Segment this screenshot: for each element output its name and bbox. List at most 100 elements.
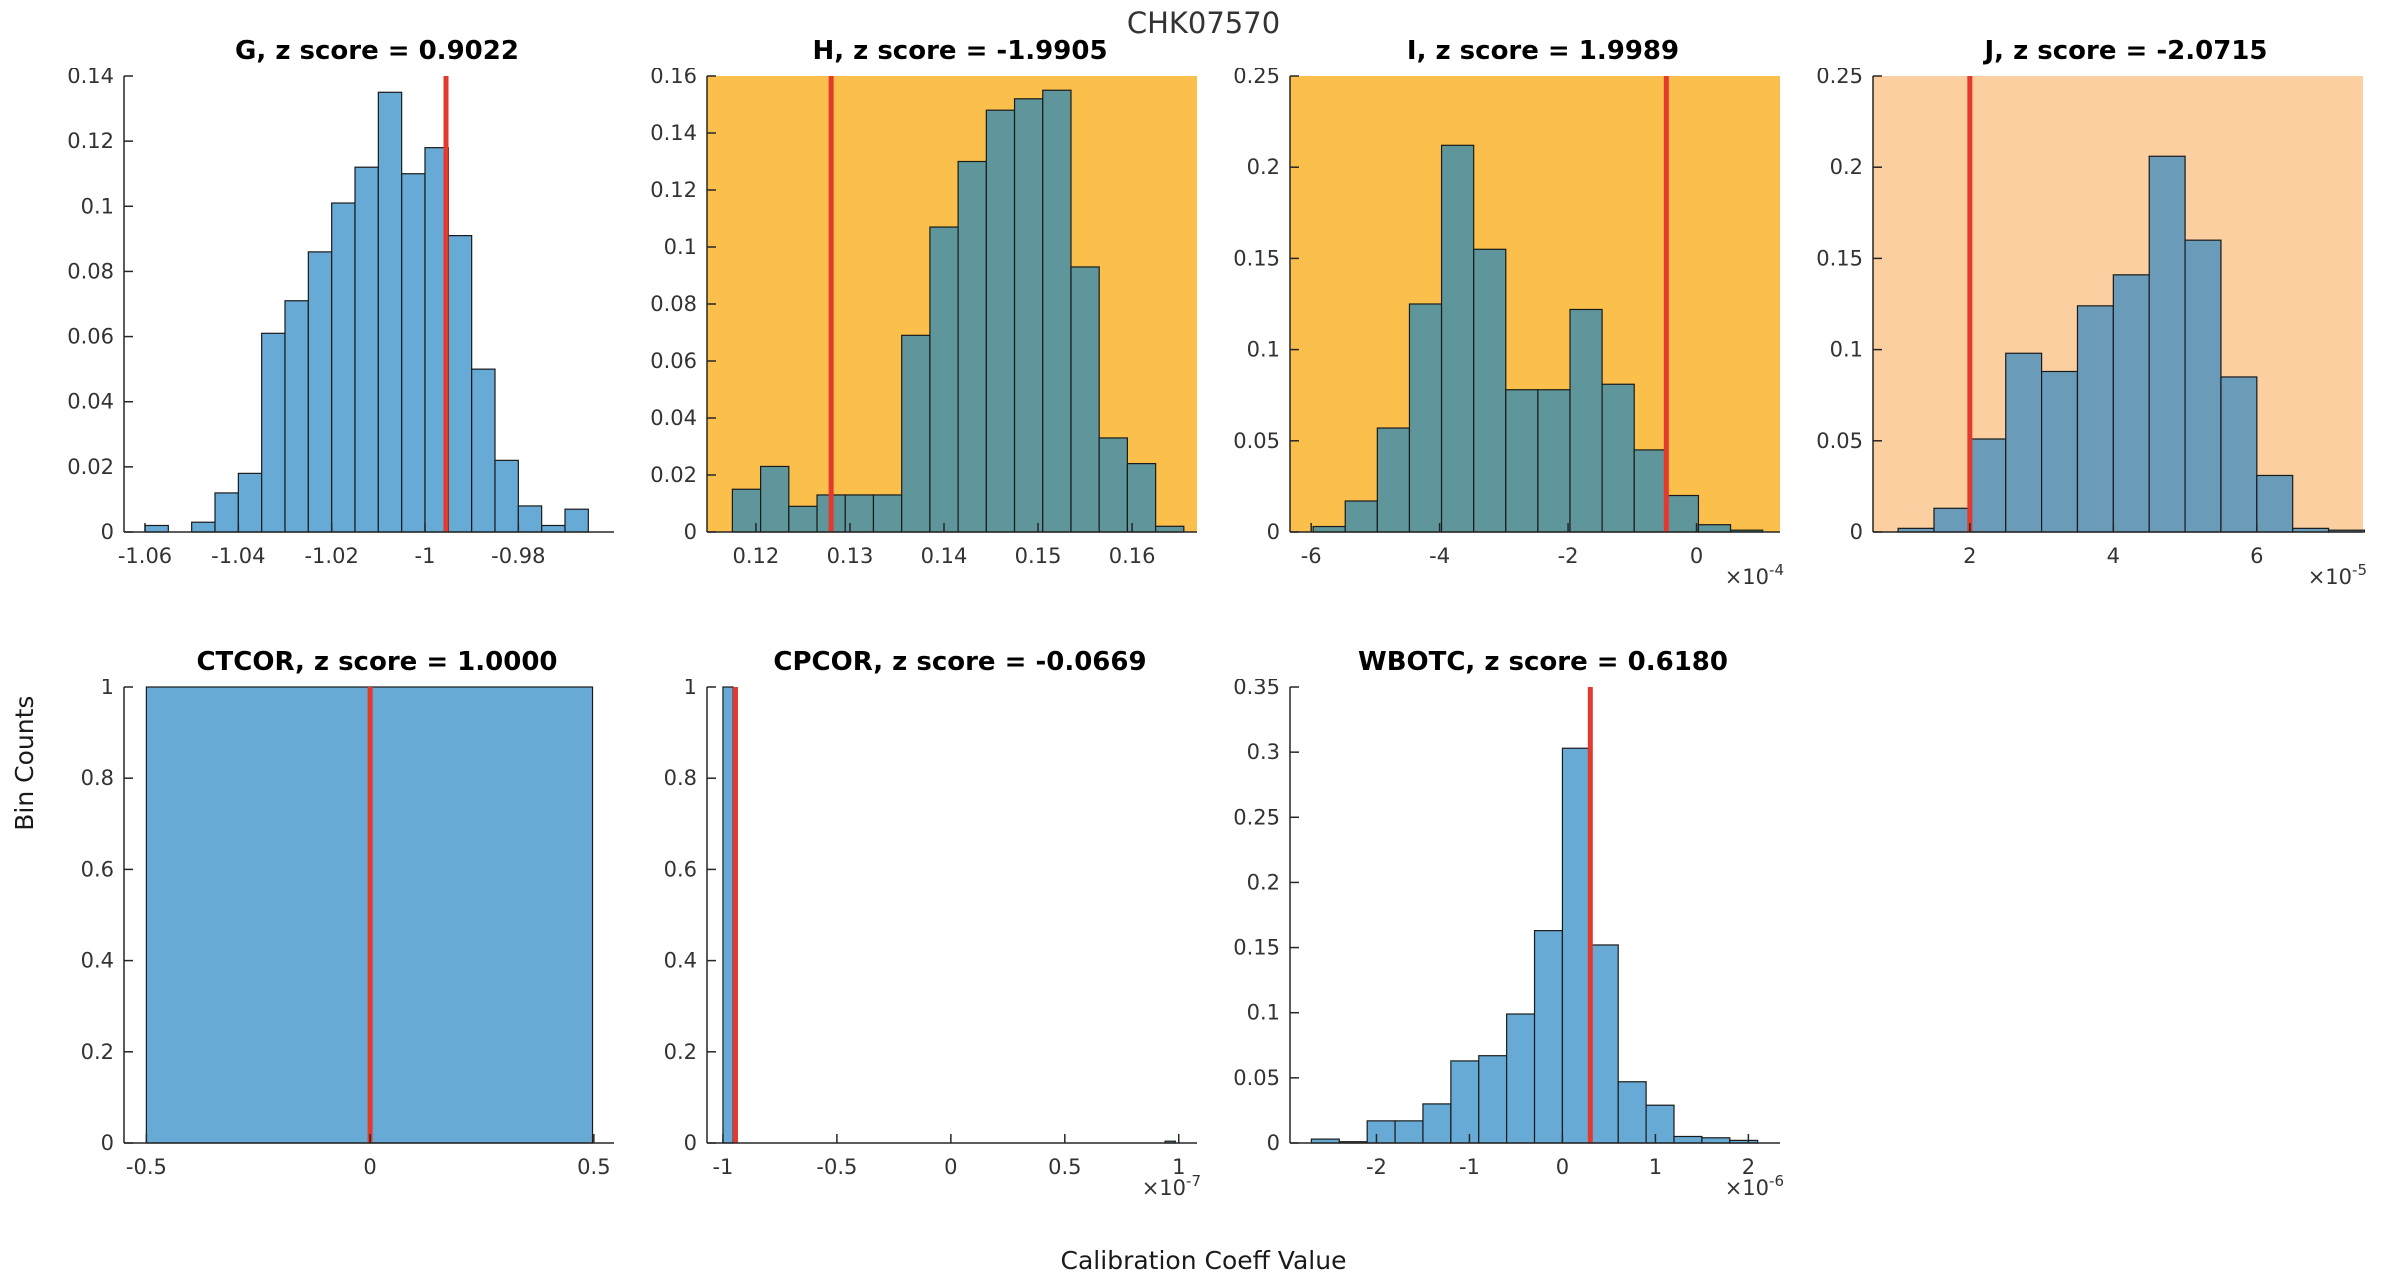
subplot-title-g: G, z score = 0.9022 xyxy=(235,36,519,66)
bar xyxy=(872,494,903,533)
bar xyxy=(1422,1103,1452,1144)
y-tick-label: 0.1 xyxy=(664,235,697,259)
bar xyxy=(541,524,566,533)
x-tick-label: 2 xyxy=(1963,544,1976,568)
x-tick-label: -1.06 xyxy=(118,544,172,568)
histogram-ctcor: 0 0.2 0.4 0.6 0.8 1 -0.5 0 0.5 xyxy=(81,675,614,1179)
y-tick-label: 0.1 xyxy=(81,194,114,218)
y-tick-label: 0.25 xyxy=(1816,68,1863,88)
y-ticks: 0 0.2 0.4 0.6 0.8 1 xyxy=(664,675,716,1155)
bar xyxy=(1126,463,1157,533)
y-tick-label: 0 xyxy=(1850,520,1863,544)
bar xyxy=(214,492,239,533)
y-tick-label: 0 xyxy=(1267,520,1280,544)
bar xyxy=(1645,1104,1675,1144)
y-tick-label: 0.6 xyxy=(664,857,697,881)
bar xyxy=(1506,1013,1536,1144)
bar xyxy=(1633,449,1667,533)
x-tick-label: 0.16 xyxy=(1109,544,1156,568)
x-tick-label: 0.12 xyxy=(733,544,780,568)
y-tick-label: 0.8 xyxy=(664,766,697,790)
y-tick-label: 0.2 xyxy=(81,1040,114,1064)
bar xyxy=(1701,1137,1731,1144)
bar xyxy=(985,109,1016,533)
bar xyxy=(1366,1120,1396,1144)
histogram-cpcor: 00.20.40.60.81-1 -0.5 0 0.5 1×10-7 xyxy=(664,675,1201,1200)
x-tick-label: 0.13 xyxy=(827,544,874,568)
x-tick-label: -1 xyxy=(1459,1155,1480,1179)
bar xyxy=(471,368,496,533)
bar xyxy=(1589,944,1619,1144)
y-ticks: 0 0.05 0.1 0.15 0.2 0.25 0.3 0.35 xyxy=(1233,675,1299,1155)
bar xyxy=(1376,427,1411,533)
y-tick-label: 0.14 xyxy=(650,121,697,145)
x-tick-label: 0 xyxy=(944,1155,957,1179)
bar xyxy=(1933,507,1971,533)
x-tick-label: -4 xyxy=(1429,544,1450,568)
y-ticks: 0 0.05 0.1 0.15 0.2 0.25 xyxy=(1816,64,1882,544)
x-tick-label: 6 xyxy=(2250,544,2263,568)
bar xyxy=(957,160,987,533)
bar xyxy=(354,166,379,533)
y-tick-label: 1 xyxy=(684,679,697,699)
x-tick-label: 4 xyxy=(2107,544,2120,568)
bar xyxy=(788,505,818,533)
x-axis-exponent: ×10-4 xyxy=(1725,561,1784,588)
bar xyxy=(1601,383,1635,533)
bar xyxy=(1478,1055,1508,1144)
x-tick-label: 0 xyxy=(1690,544,1703,568)
subplot-grid: G, z score = 0.9022 0 0.02 0.04 0.06 0.08 0.1 0… xyxy=(56,34,2388,1230)
y-tick-label: 0.08 xyxy=(650,292,697,316)
bar xyxy=(929,226,959,533)
histogram-g: 00.020.040.060.080.10.120.14-1.06 -1.04 -1… xyxy=(67,64,614,568)
bar xyxy=(261,332,286,533)
histogram-bars xyxy=(1312,144,1764,533)
x-tick-label: -6 xyxy=(1301,544,1322,568)
bar xyxy=(1394,1120,1424,1144)
x-ticks: -1 -0.5 0 0.5 1 xyxy=(712,1134,1185,1179)
y-tick-label: 0.08 xyxy=(67,259,114,283)
bar xyxy=(447,235,473,533)
bar xyxy=(722,686,734,1144)
x-tick-label: 0.15 xyxy=(1015,544,1062,568)
bar xyxy=(1665,494,1700,533)
y-tick-label: 0 xyxy=(101,520,114,544)
x-ticks: -2 -1 0 1 2 xyxy=(1366,1134,1755,1179)
x-tick-label: 0 xyxy=(1556,1155,1569,1179)
y-tick-label: 0.2 xyxy=(1247,870,1280,894)
y-tick-label: 0 xyxy=(1267,1131,1280,1155)
bar xyxy=(2076,305,2114,533)
y-tick-label: 0.14 xyxy=(67,68,114,88)
y-tick-label: 0.35 xyxy=(1233,679,1280,699)
subplot-title-j: J, z score = -2.0715 xyxy=(1984,36,2268,66)
y-tick-label: 0.04 xyxy=(650,406,697,430)
histogram-h: 0 0.02 0.04 0.06 0.08 0.1 0.12 0.14 0.16 0.12 0.13… xyxy=(650,64,1197,568)
bar xyxy=(331,202,356,533)
bar xyxy=(284,300,309,533)
x-tick-label: 0 xyxy=(363,1155,376,1179)
y-tick-label: 0.06 xyxy=(650,349,697,373)
x-ticks: -0.5 0 0.5 xyxy=(126,1134,611,1179)
bar xyxy=(1440,144,1475,533)
y-tick-label: 0.4 xyxy=(664,949,697,973)
x-tick-label: -2 xyxy=(1366,1155,1387,1179)
bar xyxy=(564,508,589,533)
bar xyxy=(901,334,931,533)
x-axis-exponent: ×10-7 xyxy=(1142,1172,1201,1199)
y-tick-label: 0.4 xyxy=(81,949,114,973)
bar xyxy=(307,251,333,533)
histogram-bars xyxy=(1310,747,1759,1144)
x-axis-exponent: ×10-5 xyxy=(2308,561,2367,588)
bar xyxy=(1450,1060,1480,1144)
y-tick-label: 0.2 xyxy=(1830,155,1863,179)
bar xyxy=(517,505,543,533)
bar xyxy=(1013,98,1044,533)
bar xyxy=(2256,474,2294,533)
subplot-wbotc: WBOTC, z score = 0.6180 0 0.05 0.1 0.15 0.2 0.… xyxy=(1222,645,1796,1230)
histogram-bars xyxy=(731,89,1185,533)
subplot-title-cpcor: CPCOR, z score = -0.0669 xyxy=(773,647,1147,677)
histogram-bars xyxy=(1897,155,2366,533)
bar xyxy=(1505,389,1539,533)
bar xyxy=(1561,747,1591,1144)
x-tick-label: -0.98 xyxy=(491,544,545,568)
